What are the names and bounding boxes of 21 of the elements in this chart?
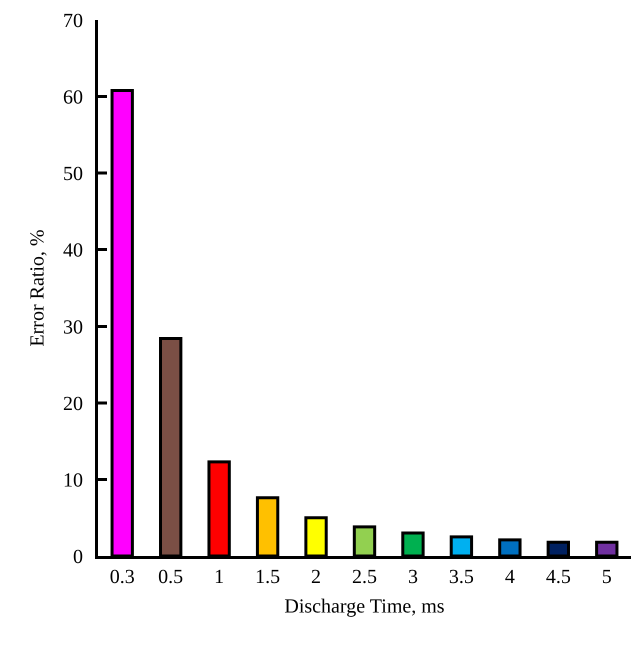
x-axis-title: Discharge Time, ms bbox=[284, 596, 445, 618]
x-tick-label: 1.5 bbox=[255, 566, 280, 588]
y-tick-label: 70 bbox=[63, 10, 83, 32]
x-tick-label: 0.3 bbox=[110, 566, 135, 588]
x-tick-label: 1 bbox=[214, 566, 224, 588]
y-tick-label: 60 bbox=[63, 86, 83, 109]
x-tick-label: 3 bbox=[408, 566, 418, 588]
x-tick-label: 0.5 bbox=[158, 566, 184, 588]
x-tick-label: 2.5 bbox=[352, 566, 377, 588]
x-tick-label: 2 bbox=[311, 566, 322, 588]
x-tick-label: 4.5 bbox=[546, 566, 571, 588]
y-tick-label: 20 bbox=[63, 392, 83, 415]
y-tick-label: 10 bbox=[63, 469, 83, 492]
y-tick-label: 50 bbox=[63, 163, 83, 186]
x-tick-label: 4 bbox=[504, 566, 515, 588]
x-tick-label: 3.5 bbox=[448, 566, 474, 588]
y-axis-title: Error Ratio, % bbox=[26, 229, 48, 347]
x-tick-label: 5 bbox=[602, 566, 612, 588]
y-tick-label: 0 bbox=[73, 546, 83, 568]
y-tick-label: 40 bbox=[63, 240, 83, 262]
y-tick-label: 30 bbox=[63, 316, 83, 338]
